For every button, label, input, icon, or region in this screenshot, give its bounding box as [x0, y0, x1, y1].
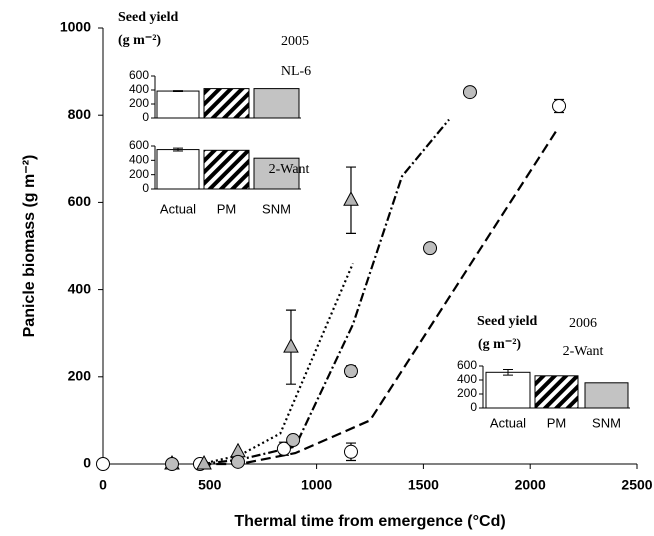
inset-year: 2006	[569, 316, 597, 331]
inset-error-bar	[173, 90, 183, 92]
y-tick-label: 400	[68, 280, 92, 296]
inset-site: 2-Want	[269, 162, 310, 177]
inset-y-tick-label: 200	[129, 96, 149, 110]
inset-error-bar	[173, 147, 183, 152]
trend-line	[201, 127, 559, 466]
inset-title: Seed yield	[477, 314, 537, 329]
marker	[283, 338, 299, 353]
inset-y-tick-label: 400	[129, 153, 149, 167]
marker	[343, 364, 358, 379]
inset-y-tick-label: 600	[457, 358, 477, 372]
inset-bar	[253, 88, 300, 119]
inset-bar	[203, 149, 250, 190]
inset-y-tick-label: 200	[129, 167, 149, 181]
x-tick-label: 1000	[301, 477, 332, 493]
inset-y-tick-label: 200	[457, 386, 477, 400]
marker	[196, 454, 212, 470]
inset-bar	[584, 382, 629, 409]
y-tick-label: 1000	[60, 19, 91, 35]
inset-bar	[156, 90, 200, 119]
inset-category-label: SNM	[592, 415, 621, 430]
x-tick-label: 1500	[408, 477, 439, 493]
marker	[230, 454, 245, 469]
y-tick-label: 800	[68, 106, 92, 122]
y-tick-label: 200	[68, 368, 92, 384]
inset-category-label: Actual	[160, 201, 196, 216]
trend-line	[201, 118, 450, 466]
inset-unit: (g m⁻²)	[478, 337, 521, 352]
marker	[552, 99, 567, 114]
x-tick-label: 0	[99, 477, 107, 493]
marker	[343, 444, 358, 459]
inset-unit: (g m⁻²)	[118, 33, 161, 48]
y-axis-label: Panicle biomass (g m⁻²)	[21, 155, 38, 338]
trend-line	[201, 263, 354, 466]
x-axis-label: Thermal time from emergence (°Cd)	[234, 513, 505, 530]
inset-y-tick-label: 400	[457, 372, 477, 386]
y-tick-label: 600	[68, 193, 92, 209]
inset-y-tick-label: 400	[129, 82, 149, 96]
y-tick-label: 0	[83, 455, 91, 471]
inset-y-tick-label: 600	[129, 138, 149, 152]
marker	[164, 457, 179, 471]
inset-bar	[253, 157, 300, 190]
marker	[276, 441, 291, 456]
inset-bar	[203, 88, 250, 119]
x-tick-label: 2500	[621, 477, 652, 493]
inset-title: Seed yield	[118, 10, 178, 25]
marker	[286, 433, 301, 448]
inset-category-label: SNM	[262, 201, 291, 216]
inset-bar	[156, 149, 200, 190]
inset-y-tick-label: 0	[470, 400, 477, 414]
x-tick-label: 500	[198, 477, 222, 493]
x-tick-label: 2000	[515, 477, 546, 493]
marker	[462, 85, 477, 100]
marker	[343, 191, 359, 206]
inset-bar	[534, 375, 579, 409]
inset-site: 2-Want	[563, 344, 604, 359]
inset-y-tick-label: 0	[142, 110, 149, 124]
inset-bar	[485, 371, 531, 409]
inset-site: NL-6	[281, 64, 311, 79]
inset-category-label: PM	[547, 415, 567, 430]
inset-error-bar	[503, 369, 513, 376]
marker	[96, 457, 110, 471]
inset-year: 2005	[281, 34, 309, 49]
inset-category-label: PM	[217, 201, 237, 216]
inset-category-label: Actual	[490, 415, 526, 430]
inset-y-tick-label: 600	[129, 68, 149, 82]
inset-y-tick-label: 0	[142, 181, 149, 195]
marker	[423, 241, 438, 256]
